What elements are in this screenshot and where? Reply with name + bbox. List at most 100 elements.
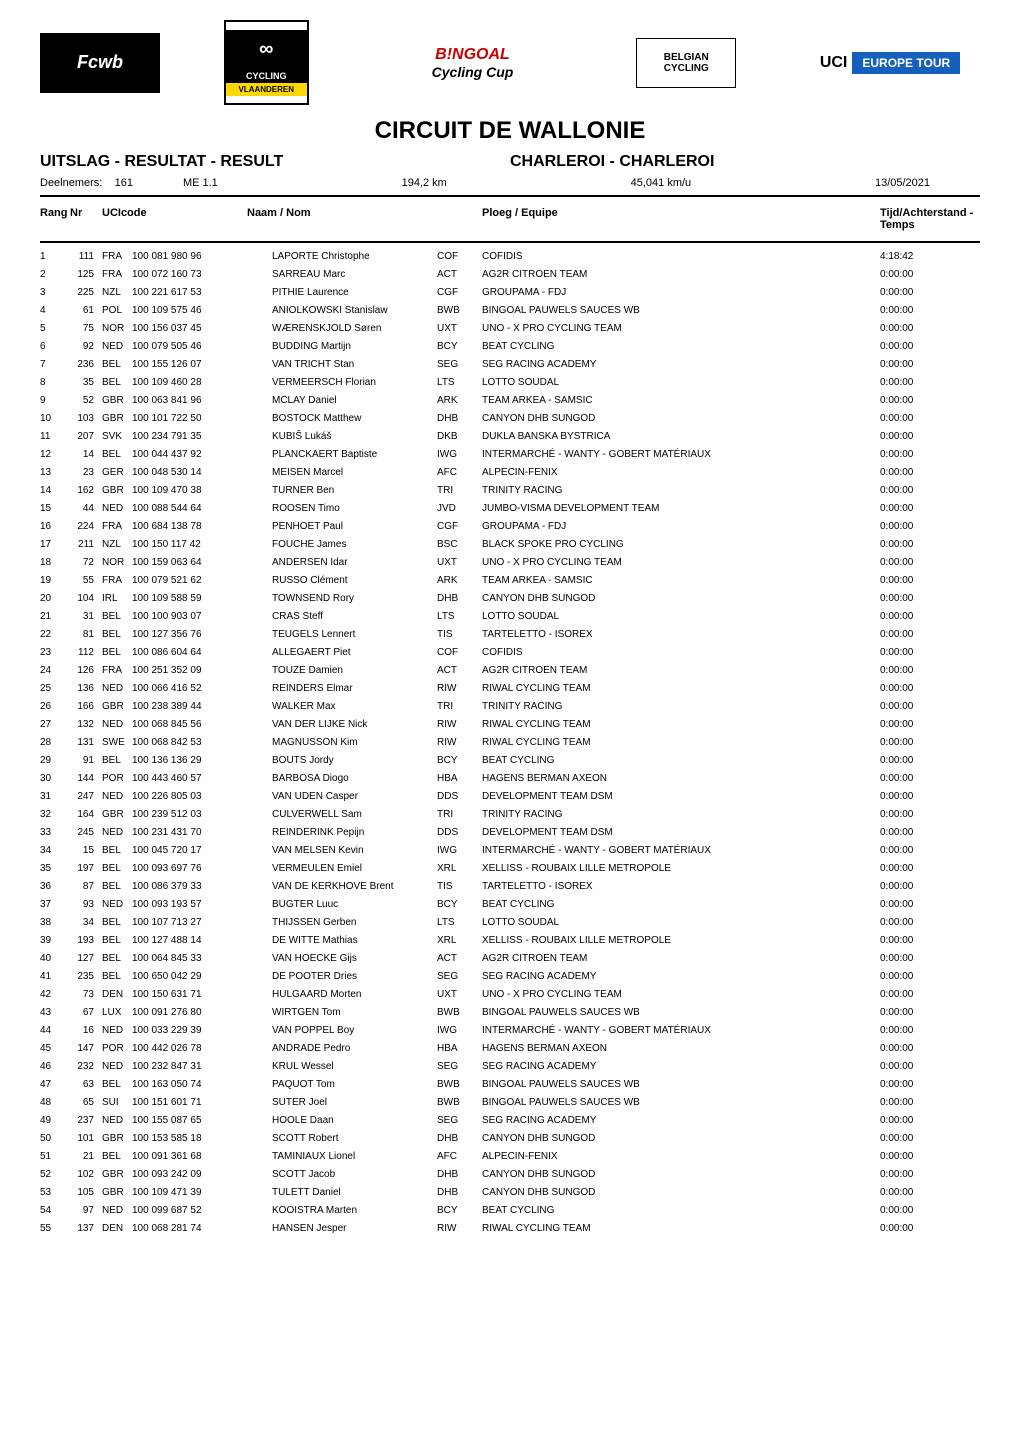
cell-rang: 43	[40, 1006, 70, 1019]
cell-code: ACT	[437, 664, 482, 677]
cell-nat: GBR	[102, 808, 132, 821]
cell-uci: 100 048 530 14	[132, 466, 247, 479]
cell-nat: FRA	[102, 574, 132, 587]
cell-code: ACT	[437, 268, 482, 281]
cell-nr: 15	[70, 844, 102, 857]
table-row: 38 34 BEL 100 107 713 27 THIJSSEN Gerben…	[40, 913, 980, 931]
cell-rang: 37	[40, 898, 70, 911]
cell-nat: GBR	[102, 484, 132, 497]
cell-code: CGF	[437, 286, 482, 299]
cell-code: UXT	[437, 988, 482, 1001]
cell-naam: BUGTER Luuc	[247, 898, 437, 911]
cell-uci: 100 231 431 70	[132, 826, 247, 839]
cell-uci: 100 068 281 74	[132, 1222, 247, 1235]
table-row: 42 73 DEN 100 150 631 71 HULGAARD Morten…	[40, 985, 980, 1003]
cell-rang: 26	[40, 700, 70, 713]
cell-code: ACT	[437, 952, 482, 965]
cell-naam: HOOLE Daan	[247, 1114, 437, 1127]
cell-ploeg: BEAT CYCLING	[482, 898, 880, 911]
cell-tijd: 0:00:00	[880, 718, 980, 731]
cell-naam: PAQUOT Tom	[247, 1078, 437, 1091]
cell-code: IWG	[437, 844, 482, 857]
cell-nat: NOR	[102, 322, 132, 335]
cell-nat: BEL	[102, 862, 132, 875]
subtitle-row: UITSLAG - RESULTAT - RESULT CHARLEROI - …	[40, 153, 980, 171]
cell-naam: PLANCKAERT Baptiste	[247, 448, 437, 461]
table-row: 22 81 BEL 100 127 356 76 TEUGELS Lennert…	[40, 625, 980, 643]
cell-rang: 17	[40, 538, 70, 551]
cell-uci: 100 109 471 39	[132, 1186, 247, 1199]
cell-nr: 16	[70, 1024, 102, 1037]
page-title: CIRCUIT DE WALLONIE	[40, 117, 980, 145]
cell-tijd: 0:00:00	[880, 772, 980, 785]
meta-deelnemers: Deelnemers: 161	[40, 177, 133, 189]
cell-naam: HULGAARD Morten	[247, 988, 437, 1001]
cell-nat: FRA	[102, 520, 132, 533]
cell-uci: 100 088 544 64	[132, 502, 247, 515]
cell-rang: 8	[40, 376, 70, 389]
table-row: 55 137 DEN 100 068 281 74 HANSEN Jesper …	[40, 1219, 980, 1237]
cell-nr: 35	[70, 376, 102, 389]
divider-top	[40, 195, 980, 197]
cell-tijd: 0:00:00	[880, 1150, 980, 1163]
cell-rang: 44	[40, 1024, 70, 1037]
meta-distance: 194,2 km	[402, 177, 447, 189]
cell-rang: 2	[40, 268, 70, 281]
cell-rang: 40	[40, 952, 70, 965]
cell-code: SEG	[437, 1114, 482, 1127]
cell-code: SEG	[437, 1060, 482, 1073]
cell-uci: 100 066 416 52	[132, 682, 247, 695]
cell-tijd: 0:00:00	[880, 880, 980, 893]
cell-nat: NED	[102, 682, 132, 695]
cell-rang: 12	[40, 448, 70, 461]
cell-tijd: 0:00:00	[880, 700, 980, 713]
cell-nat: BEL	[102, 970, 132, 983]
cell-rang: 11	[40, 430, 70, 443]
uci-europe-badge: EUROPE TOUR	[852, 52, 960, 74]
cell-nat: FRA	[102, 268, 132, 281]
cell-code: COF	[437, 646, 482, 659]
cell-code: HBA	[437, 1042, 482, 1055]
cell-tijd: 0:00:00	[880, 394, 980, 407]
cell-nat: NZL	[102, 538, 132, 551]
header-tijd: Tijd/Achterstand - Temps	[880, 207, 980, 231]
table-row: 3 225 NZL 100 221 617 53 PITHIE Laurence…	[40, 283, 980, 301]
cell-ploeg: UNO - X PRO CYCLING TEAM	[482, 322, 880, 335]
cell-code: COF	[437, 250, 482, 263]
cell-ploeg: DEVELOPMENT TEAM DSM	[482, 790, 880, 803]
cell-nat: NED	[102, 1060, 132, 1073]
cell-nr: 224	[70, 520, 102, 533]
cell-nr: 247	[70, 790, 102, 803]
cell-rang: 5	[40, 322, 70, 335]
cell-naam: TOUZE Damien	[247, 664, 437, 677]
cell-nr: 245	[70, 826, 102, 839]
cell-ploeg: INTERMARCHÉ - WANTY - GOBERT MATÉRIAUX	[482, 448, 880, 461]
cell-rang: 23	[40, 646, 70, 659]
cell-nr: 207	[70, 430, 102, 443]
cell-nr: 92	[70, 340, 102, 353]
cell-ploeg: ALPECIN-FENIX	[482, 466, 880, 479]
meta-row: Deelnemers: 161 ME 1.1 194,2 km 45,041 k…	[40, 177, 980, 189]
cell-rang: 45	[40, 1042, 70, 1055]
cell-uci: 100 150 631 71	[132, 988, 247, 1001]
table-row: 23 112 BEL 100 086 604 64 ALLEGAERT Piet…	[40, 643, 980, 661]
cell-nat: FRA	[102, 664, 132, 677]
cell-naam: SARREAU Marc	[247, 268, 437, 281]
cell-naam: BARBOSA Diogo	[247, 772, 437, 785]
cell-ploeg: AG2R CITROEN TEAM	[482, 664, 880, 677]
cell-nr: 81	[70, 628, 102, 641]
table-row: 32 164 GBR 100 239 512 03 CULVERWELL Sam…	[40, 805, 980, 823]
table-row: 52 102 GBR 100 093 242 09 SCOTT Jacob DH…	[40, 1165, 980, 1183]
cell-naam: VAN DE KERKHOVE Brent	[247, 880, 437, 893]
cell-code: RIW	[437, 682, 482, 695]
cell-rang: 27	[40, 718, 70, 731]
cell-ploeg: BINGOAL PAUWELS SAUCES WB	[482, 304, 880, 317]
cell-rang: 7	[40, 358, 70, 371]
cell-uci: 100 239 512 03	[132, 808, 247, 821]
table-row: 45 147 POR 100 442 026 78 ANDRADE Pedro …	[40, 1039, 980, 1057]
cell-rang: 51	[40, 1150, 70, 1163]
table-row: 41 235 BEL 100 650 042 29 DE POOTER Drie…	[40, 967, 980, 985]
cell-code: ARK	[437, 574, 482, 587]
cell-naam: MAGNUSSON Kim	[247, 736, 437, 749]
cell-uci: 100 091 361 68	[132, 1150, 247, 1163]
